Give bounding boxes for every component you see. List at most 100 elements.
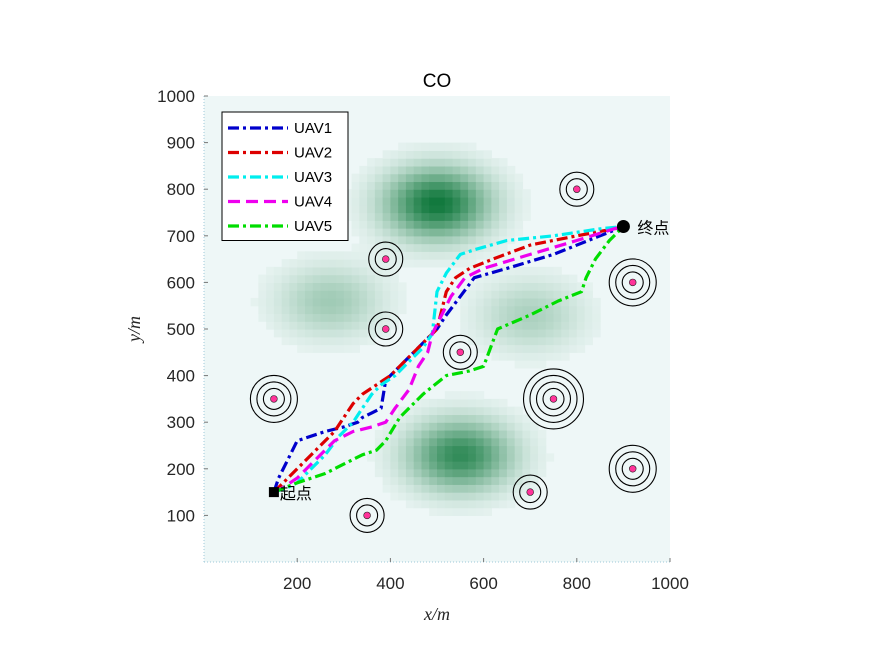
terrain-cell [491,204,500,214]
terrain-cell [382,212,391,221]
terrain-cell [444,173,454,183]
terrain-cell [483,158,492,167]
terrain-cell [382,422,391,431]
terrain-cell [382,266,391,276]
terrain-cell [537,437,547,447]
terrain-cell [437,429,446,439]
terrain-cell [460,251,469,260]
terrain-cell [483,414,492,423]
legend-item-uav5: UAV5 [228,218,332,235]
terrain-cell [444,196,454,206]
terrain-cell [514,313,524,322]
terrain-cell [413,437,423,447]
terrain-cell [421,158,430,167]
terrain-cell [421,204,430,214]
terrain-cell [413,181,423,190]
terrain-cell [522,437,531,447]
terrain-cell [553,266,562,276]
terrain-cell [367,220,376,229]
terrain-cell [468,321,477,330]
terrain-cell [514,468,524,478]
terrain-cell [468,305,477,315]
terrain-cell [491,321,500,330]
terrain-cell [312,321,322,330]
terrain-cell [537,282,547,291]
terrain-cell [475,235,485,245]
threat-ring [519,481,542,504]
terrain-cell [506,228,516,237]
terrain-cell [405,251,415,260]
terrain-cell [499,204,508,214]
x-tick-label: 200 [283,574,311,593]
terrain-cell [289,321,298,330]
marker-layer: 起点 终点 [268,218,669,503]
terrain-cell [390,204,399,214]
terrain-cell [514,329,524,338]
terrain-cell [320,290,329,299]
threat-center [629,278,637,287]
terrain-cell [343,336,353,346]
terrain-cell [553,329,562,338]
terrain-cell [328,344,337,353]
threat-center [456,348,464,356]
threat-ring [621,457,644,480]
terrain-cell [475,429,485,439]
terrain-cell [537,344,547,353]
terrain-cell [351,212,360,221]
terrain-cell [506,313,516,322]
terrain-cell [499,406,508,416]
terrain-cell [413,173,423,183]
terrain-cell [444,158,454,167]
terrain-cell [468,313,477,322]
terrain-cell [320,305,329,315]
terrain-cell [444,228,454,237]
terrain-cell [499,173,508,183]
terrain-cell [351,297,360,307]
terrain-cell [266,290,275,299]
terrain-cell [421,173,430,183]
terrain-cell [460,484,469,493]
terrain-cell [491,165,500,175]
terrain-cell [328,274,337,283]
terrain-cell [312,282,322,291]
terrain-cell [273,282,283,291]
terrain-cell [514,352,524,361]
terrain-cell [398,305,407,315]
terrain-cell [413,499,423,509]
terrain-cell [506,282,516,291]
terrain-cell [359,243,368,252]
terrain-cell [437,414,446,423]
terrain-cell [405,196,415,206]
terrain-cell [514,220,524,229]
terrain-cell [374,181,384,190]
terrain-cell [522,266,531,276]
terrain-cell [390,274,399,283]
terrain-cell [514,282,524,291]
terrain-cell [460,165,469,175]
terrain-cell [273,321,283,330]
terrain-cell [460,406,469,416]
terrain-cell [522,461,531,470]
terrain-cell [491,290,500,299]
terrain-cell [429,422,438,431]
terrain-cell [491,228,500,237]
terrain-cell [398,453,407,462]
terrain-cell [491,398,500,408]
terrain-cell [429,165,438,175]
terrain-cell [390,228,399,237]
terrain-cell [483,243,492,252]
terrain-cell [374,461,384,470]
terrain-cell [374,204,384,214]
terrain-cell [297,336,306,346]
terrain-cell [545,313,555,322]
terrain-cell [421,142,430,151]
terrain-cell [452,158,461,167]
terrain-cell [530,329,539,338]
terrain-cell [289,274,298,283]
terrain-cell [382,189,391,198]
terrain-cell [398,165,407,175]
terrain-cell [569,282,578,291]
goal-label: 终点 [637,218,669,237]
terrain-cell [530,437,539,447]
terrain-cell [460,150,469,159]
